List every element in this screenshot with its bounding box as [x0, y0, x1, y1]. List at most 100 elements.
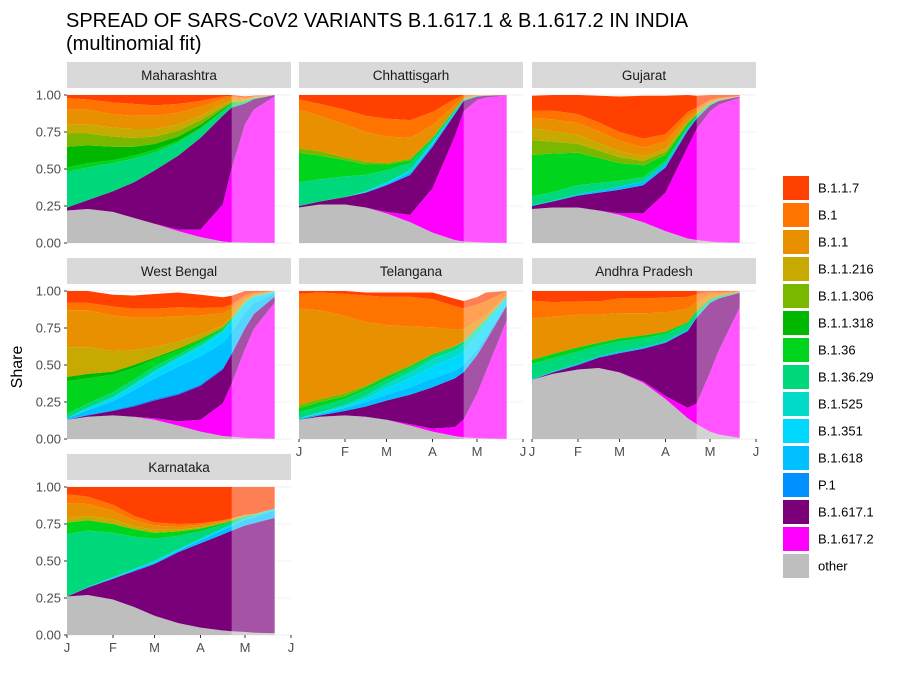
legend-item-b-1: B.1 — [783, 203, 838, 227]
legend-key — [783, 203, 809, 227]
panel-title: West Bengal — [141, 264, 217, 279]
projection-overlay — [231, 291, 291, 439]
area-other — [67, 208, 275, 243]
y-tick-label: 0.00 — [36, 236, 61, 251]
y-tick-label: 0.50 — [36, 358, 61, 373]
legend-item-b-1-618: B.1.618 — [783, 446, 863, 470]
area-b-1-36 — [299, 95, 507, 183]
legend-key — [783, 284, 809, 308]
area-b-1-1-7 — [532, 95, 740, 139]
panel-chhattisgarh: Chhattisgarh — [299, 62, 523, 244]
legend-key — [783, 527, 809, 551]
area-b-1-617-2 — [532, 97, 740, 243]
area-b-1-1 — [299, 95, 507, 164]
area-b-1-36 — [532, 292, 740, 365]
legend-label: B.1.36 — [818, 343, 856, 358]
area-b-1-618 — [67, 510, 275, 597]
legend-item-b-1-36: B.1.36 — [783, 338, 856, 362]
panel-strip — [532, 258, 756, 284]
area-other — [67, 415, 275, 439]
legend-key — [783, 365, 809, 389]
chart-title-line2: (multinomial fit) — [66, 33, 202, 55]
legend-key — [783, 257, 809, 281]
y-tick-label: 0.00 — [36, 628, 61, 643]
projection-overlay — [463, 95, 523, 243]
area-b-1-1-318 — [67, 95, 275, 168]
legend-item-b-1-617-2: B.1.617.2 — [783, 527, 874, 551]
legend-label: B.1.351 — [818, 424, 863, 439]
panel-title: Karnataka — [148, 460, 210, 475]
legend-label: B.1.36.29 — [818, 370, 874, 385]
x-tick-label: A — [196, 640, 205, 655]
y-tick-label: 0.75 — [36, 321, 61, 336]
y-tick-label: 0.25 — [36, 395, 61, 410]
panel-strip — [67, 258, 291, 284]
area-other — [67, 595, 275, 635]
panel-title: Maharashtra — [141, 68, 217, 83]
area-b-1-1-7 — [67, 291, 275, 309]
area-b-1-1 — [67, 291, 275, 351]
y-tick-label: 0.00 — [36, 432, 61, 447]
panel-gujarat: Gujarat — [532, 62, 756, 244]
area-b-1-1-216 — [532, 96, 740, 161]
area-b-1-36 — [532, 96, 740, 197]
area-b-1-618 — [67, 293, 275, 420]
area-b-1-617-1 — [532, 96, 740, 214]
legend-item-b-1-1-318: B.1.1.318 — [783, 311, 874, 335]
area-b-1-36-29 — [532, 96, 740, 206]
panel-title: Andhra Pradesh — [595, 264, 693, 279]
area-b-1-617-2 — [67, 96, 275, 243]
area-b-1 — [67, 494, 275, 527]
y-tick-label: 1.00 — [36, 284, 61, 299]
panel-maharashtra: Maharashtra 0.00 0.25 0.50 0.75 1.00 — [36, 62, 291, 251]
legend-label: P.1 — [818, 478, 836, 493]
area-b-1-617-2 — [299, 320, 507, 439]
legend-item-b-1-1-216: B.1.1.216 — [783, 257, 874, 281]
legend-label: other — [818, 559, 848, 574]
legend-key — [783, 338, 809, 362]
legend-key — [783, 500, 809, 524]
y-tick-label: 1.00 — [36, 480, 61, 495]
legend-label: B.1 — [818, 208, 838, 223]
area-b-1-1 — [299, 295, 507, 405]
legend-label: B.1.1 — [818, 235, 848, 250]
area-b-1-36 — [67, 291, 275, 414]
projection-overlay — [696, 95, 756, 243]
x-tick-label: F — [574, 444, 582, 459]
projection-overlay — [696, 291, 756, 439]
area-b-1-36-29 — [67, 291, 275, 419]
y-tick-label: 0.50 — [36, 554, 61, 569]
x-tick-label: M — [472, 444, 483, 459]
panel-strip — [532, 62, 756, 88]
legend-label: B.1.617.1 — [818, 505, 874, 520]
area-b-1-36 — [67, 508, 275, 539]
area-p-1 — [67, 296, 275, 420]
x-tick-label: M — [614, 444, 625, 459]
area-b-1-1-7 — [532, 291, 740, 303]
legend-label: B.1.1.216 — [818, 262, 874, 277]
panel-strip — [299, 62, 523, 88]
panel-andhra-pradesh: Andhra Pradesh J F M A M J — [529, 258, 759, 459]
area-b-1-1-7 — [299, 291, 507, 309]
panel-strip — [67, 454, 291, 480]
area-b-1 — [532, 291, 740, 319]
area-b-1-617-2 — [67, 302, 275, 439]
area-b-1 — [67, 291, 275, 318]
x-tick-label: J — [520, 444, 527, 459]
x-tick-label: M — [149, 640, 160, 655]
area-other — [299, 415, 507, 439]
legend-label: B.1.1.318 — [818, 316, 874, 331]
legend-key — [783, 446, 809, 470]
area-b-1-617-2 — [532, 307, 740, 438]
legend-key — [783, 554, 809, 578]
area-b-1-617-1 — [67, 296, 275, 422]
x-tick-label: J — [529, 444, 536, 459]
legend-item-b-1-525: B.1.525 — [783, 392, 863, 416]
area-b-1-1-216 — [67, 95, 275, 138]
panel-telangana: Telangana J F M A M J — [296, 258, 527, 459]
legend-label: B.1.617.2 — [818, 532, 874, 547]
projection-overlay — [231, 487, 291, 635]
legend-key — [783, 230, 809, 254]
legend-label: B.1.1.7 — [818, 181, 859, 196]
